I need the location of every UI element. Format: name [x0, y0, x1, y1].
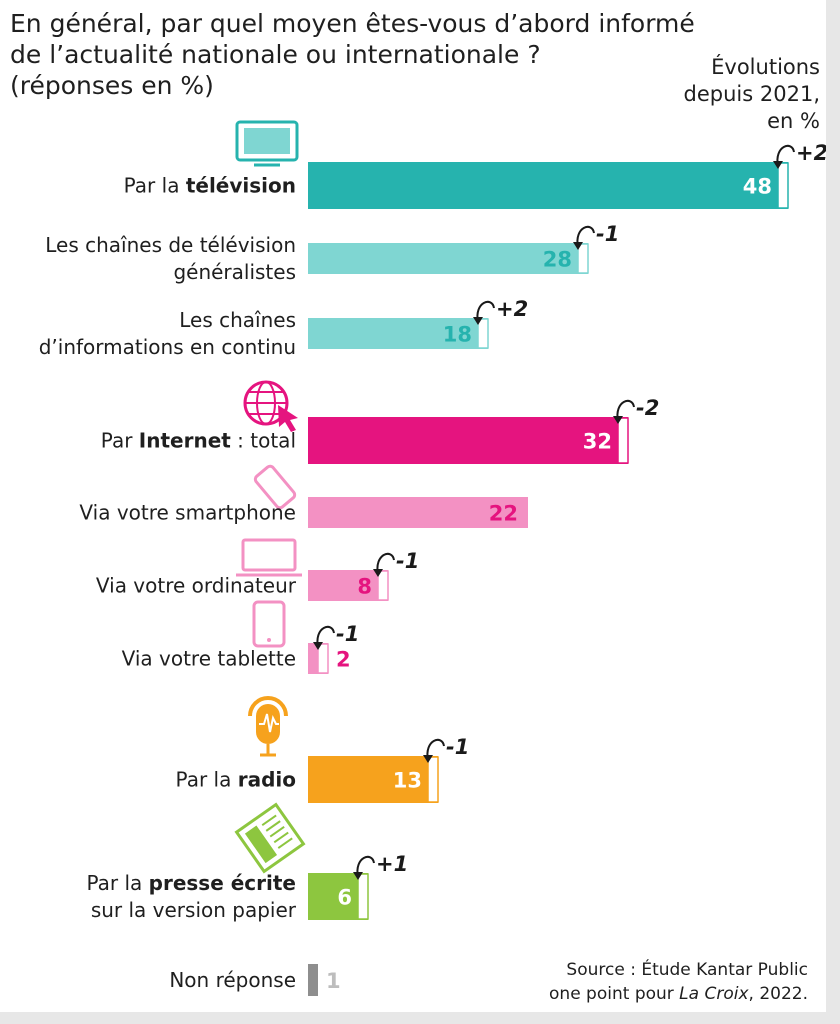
change-arrowhead-icon: [573, 242, 583, 250]
category-label-part: généralistes: [173, 260, 296, 284]
category-label: Via votre smartphone: [79, 501, 296, 525]
change-segment: [617, 417, 629, 464]
change-label: -1: [336, 622, 359, 646]
category-label-part: Via votre ordinateur: [96, 574, 297, 598]
category-label-part: : total: [231, 429, 296, 453]
value-label: 13: [393, 769, 422, 793]
tv-icon: [235, 120, 299, 167]
category-label-part: Via votre tablette: [122, 647, 296, 671]
value-label: 8: [357, 575, 372, 599]
source-suffix: , 2022.: [748, 984, 808, 1004]
change-segment: [427, 756, 439, 803]
frame-border-right: [826, 0, 840, 1024]
newspaper-icon: [234, 802, 306, 874]
change-arrowhead-icon: [373, 569, 383, 577]
category-label: Par Internet : total: [101, 429, 296, 453]
value-label: 1: [326, 969, 341, 993]
category-label: Via votre tablette: [122, 647, 296, 671]
bar: [308, 964, 318, 996]
frame-border-bottom: [0, 1012, 840, 1024]
category-label: Par la radio: [176, 768, 296, 792]
bar: [308, 318, 488, 349]
change-label: -2: [636, 396, 659, 420]
change-label: +2: [496, 297, 528, 321]
value-label: 6: [337, 886, 352, 910]
category-label: Les chaînes d’informations en continu: [39, 308, 296, 359]
category-label-part: Par la: [176, 768, 238, 792]
category-label: Via votre ordinateur: [96, 574, 297, 598]
value-label: 28: [543, 248, 572, 272]
source-publication: La Croix: [679, 984, 749, 1004]
bar-chart: Par la télévision +2 48 Les chaînes de télé…: [39, 120, 826, 996]
category-label: Non réponse: [169, 968, 296, 992]
title-line: En général, par quel moyen êtes-vous d’a…: [10, 9, 695, 38]
bar: [308, 756, 438, 803]
category-label-part: d’informations en continu: [39, 335, 296, 359]
category-label-part: Les chaînes: [179, 308, 296, 332]
change-segment: [357, 873, 369, 920]
change-label: -1: [446, 735, 469, 759]
bar: [308, 417, 628, 464]
change-label: +1: [376, 852, 408, 876]
category-label-part: Non réponse: [169, 968, 296, 992]
laptop-icon: [236, 538, 302, 577]
category-label: Par la presse écrite sur la version papie…: [86, 871, 296, 922]
category-label-part: sur la version papier: [91, 898, 297, 922]
source-note: Source : Étude Kantar Public one point p…: [470, 958, 808, 1006]
evolution-note-line: depuis 2021,: [683, 82, 820, 106]
smartphone-icon: [253, 464, 297, 510]
value-label: 32: [583, 430, 612, 454]
change-arrowhead-icon: [473, 317, 483, 325]
change-arrowhead-icon: [423, 755, 433, 763]
category-label-part: Internet: [139, 429, 231, 453]
change-label: +2: [796, 141, 826, 165]
title-subtitle: (réponses en %): [10, 71, 214, 100]
value-label: 2: [336, 648, 351, 672]
category-label-part: Par la: [86, 871, 148, 895]
change-segment: [477, 318, 489, 349]
change-label: -1: [396, 549, 419, 573]
category-label-part: Via votre smartphone: [79, 501, 296, 525]
source-prefix: one point pour: [549, 984, 680, 1004]
category-label-part: Par la: [124, 174, 186, 198]
evolution-note: Évolutions depuis 2021, en %: [640, 54, 820, 135]
globe-icon: [243, 380, 298, 432]
bar: [308, 497, 528, 528]
evolution-note-line: en %: [767, 109, 820, 133]
change-arrowhead-icon: [353, 872, 363, 880]
radio-microphone-icon: [248, 696, 288, 757]
source-line: Source : Étude Kantar Public: [566, 960, 808, 980]
change-segment: [317, 643, 329, 674]
change-segment: [777, 162, 789, 209]
category-label-part: Par: [101, 429, 139, 453]
chart-title: En général, par quel moyen êtes-vous d’a…: [10, 8, 710, 101]
change-arrowhead-icon: [613, 416, 623, 424]
category-label-part: télévision: [186, 174, 296, 198]
category-label-part: presse écrite: [149, 871, 296, 895]
value-label: 48: [743, 175, 772, 199]
source-line: one point pour La Croix, 2022.: [470, 982, 808, 1006]
category-label: Les chaînes de télévision généralistes: [45, 233, 296, 284]
value-label: 22: [489, 502, 518, 526]
bar: [308, 162, 788, 209]
change-label: -1: [596, 222, 619, 246]
title-line: de l’actualité nationale ou internationa…: [10, 40, 541, 69]
category-label-part: Les chaînes de télévision: [45, 233, 296, 257]
change-segment: [377, 570, 389, 601]
category-label: Par la télévision: [124, 174, 296, 198]
change-arrowhead-icon: [313, 642, 323, 650]
category-label-part: radio: [238, 768, 296, 792]
change-segment: [577, 243, 589, 274]
bar: [308, 570, 388, 601]
value-label: 18: [443, 323, 472, 347]
evolution-note-line: Évolutions: [711, 55, 820, 79]
bar: [308, 243, 588, 274]
tablet-icon: [252, 600, 286, 648]
change-arrowhead-icon: [773, 161, 783, 169]
